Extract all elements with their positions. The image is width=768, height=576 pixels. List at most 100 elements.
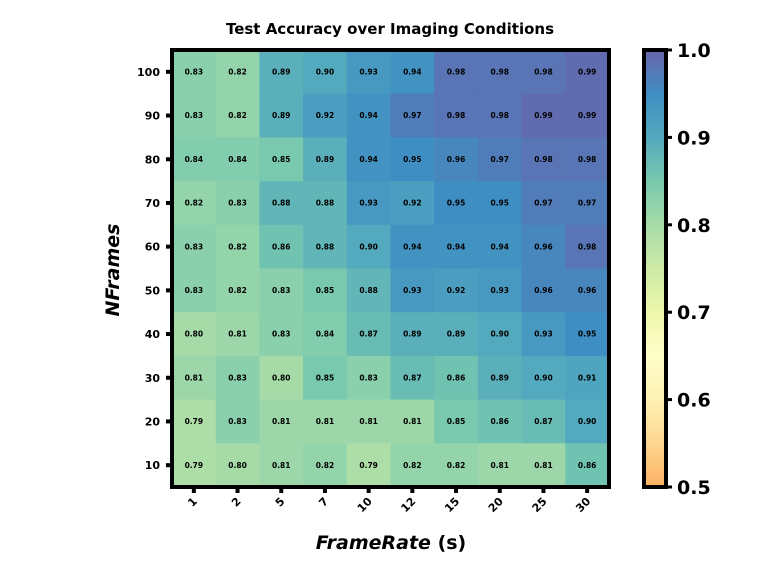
- heatmap-cell: [521, 224, 566, 270]
- heatmap-cell: [259, 224, 304, 270]
- cell-value-label: 0.87: [403, 373, 422, 382]
- heatmap-cell: [303, 268, 348, 313]
- cell-value-label: 0.96: [534, 242, 553, 251]
- heatmap-cell: [434, 312, 479, 357]
- x-tick-label: 25: [530, 495, 550, 515]
- cell-value-label: 0.82: [228, 242, 247, 251]
- cell-value-label: 0.93: [359, 67, 378, 76]
- heatmap-cell: [390, 312, 435, 357]
- heatmap-cell: [434, 443, 479, 488]
- heatmap-cell: [390, 137, 435, 182]
- heatmap-cell: [172, 93, 217, 138]
- x-tick-label: 20: [486, 495, 506, 515]
- heatmap-cell: [172, 312, 217, 357]
- heatmap-cell: [259, 268, 304, 313]
- colorbar-tick-label: 0.9: [677, 127, 711, 149]
- heatmap-cell: [259, 137, 304, 182]
- cell-value-label: 0.82: [228, 286, 247, 295]
- heatmap-cell: [565, 268, 610, 313]
- heatmap-cell: [477, 50, 523, 95]
- cell-value-label: 0.84: [185, 155, 204, 164]
- heatmap-cell: [346, 443, 392, 488]
- heatmap-cell: [346, 181, 392, 226]
- cell-value-label: 0.93: [534, 330, 553, 339]
- cell-value-label: 0.89: [272, 111, 291, 120]
- heatmap-cell: [172, 137, 217, 182]
- cell-value-label: 0.90: [359, 242, 378, 251]
- y-tick-label: 40: [145, 328, 161, 341]
- heatmap-cell: [172, 181, 217, 226]
- heatmap-cell: [434, 50, 479, 95]
- heatmap-cell: [259, 93, 304, 138]
- cell-value-label: 0.83: [185, 67, 204, 76]
- cell-value-label: 0.92: [403, 199, 422, 208]
- cell-value-label: 0.85: [316, 373, 335, 382]
- cell-value-label: 0.98: [534, 67, 553, 76]
- heatmap-cell: [521, 355, 566, 401]
- cell-value-label: 0.81: [272, 461, 291, 470]
- cell-value-label: 0.88: [316, 242, 335, 251]
- cell-value-label: 0.87: [359, 330, 378, 339]
- heatmap-cell: [477, 355, 523, 401]
- y-tick-label: 50: [145, 284, 161, 297]
- heatmap-cell: [172, 50, 217, 95]
- cell-value-label: 0.81: [359, 417, 378, 426]
- cell-value-label: 0.81: [403, 417, 422, 426]
- cell-value-label: 0.80: [272, 373, 291, 382]
- cell-value-label: 0.90: [316, 67, 335, 76]
- x-tick-label: 2: [229, 495, 244, 510]
- heatmap-cell: [303, 224, 348, 270]
- cell-value-label: 0.98: [447, 67, 466, 76]
- heatmap-cell: [521, 137, 566, 182]
- heatmap-cell: [215, 224, 260, 270]
- cell-value-label: 0.95: [403, 155, 422, 164]
- cell-value-label: 0.88: [359, 286, 378, 295]
- cell-value-label: 0.82: [228, 67, 247, 76]
- heatmap-cell: [215, 268, 260, 313]
- heatmap-cell: [259, 312, 304, 357]
- cell-value-label: 0.99: [534, 111, 553, 120]
- cell-value-label: 0.97: [534, 199, 553, 208]
- heatmap-cell: [346, 268, 392, 313]
- x-tick-label: 1: [185, 495, 200, 510]
- cell-value-label: 0.81: [272, 417, 291, 426]
- cell-value-label: 0.94: [359, 111, 378, 120]
- cell-value-label: 0.97: [490, 155, 509, 164]
- x-axis-label: FrameRate (s): [316, 532, 467, 554]
- x-axis-label-unit-text: (s): [438, 532, 467, 554]
- cell-value-label: 0.91: [578, 373, 597, 382]
- heatmap-cell: [303, 50, 348, 95]
- heatmap-cell: [565, 93, 610, 138]
- heatmap-cell: [390, 355, 435, 401]
- heatmap-cell: [215, 355, 260, 401]
- cell-value-label: 0.98: [578, 242, 597, 251]
- cell-value-label: 0.94: [359, 155, 378, 164]
- cell-value-label: 0.81: [228, 330, 247, 339]
- heatmap-cell: [565, 50, 610, 95]
- heatmap-cell: [259, 443, 304, 488]
- x-axis-label-name: FrameRate: [316, 532, 431, 554]
- cell-value-label: 0.79: [185, 461, 204, 470]
- y-tick-label: 20: [145, 415, 161, 428]
- heatmap-cell: [303, 137, 348, 182]
- heatmap-cell: [346, 93, 392, 138]
- heatmap-cell: [303, 355, 348, 401]
- heatmap-cell: [565, 443, 610, 488]
- heatmap-cell: [434, 181, 479, 226]
- cell-value-label: 0.83: [228, 373, 247, 382]
- cell-value-label: 0.98: [447, 111, 466, 120]
- y-axis-ticks: 100 90 80 70 60 50 40 30 20 10: [137, 66, 170, 472]
- cell-value-label: 0.95: [578, 330, 597, 339]
- heatmap-cell: [434, 355, 479, 401]
- cell-value-label: 0.82: [403, 461, 422, 470]
- heatmap-cell: [215, 399, 260, 444]
- heatmap-cell: [172, 224, 217, 270]
- cell-value-label: 0.90: [534, 373, 553, 382]
- heatmap-cells: [172, 50, 610, 488]
- cell-value-label: 0.96: [447, 155, 466, 164]
- heatmap-cell: [303, 181, 348, 226]
- cell-value-label: 0.93: [403, 286, 422, 295]
- cell-value-label: 0.94: [490, 242, 509, 251]
- heatmap-cell: [390, 93, 435, 138]
